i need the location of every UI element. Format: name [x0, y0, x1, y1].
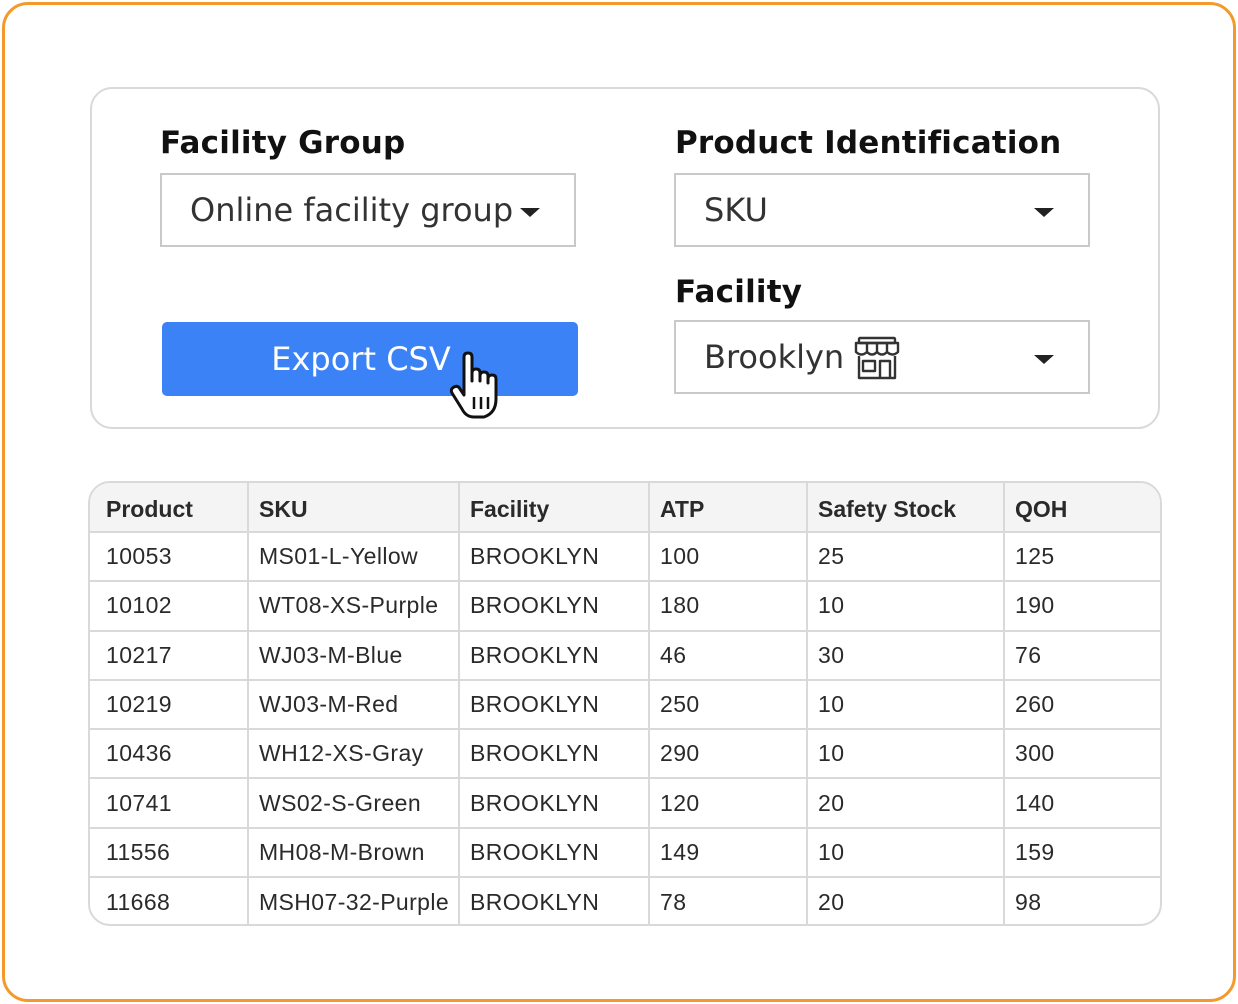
column-header-safety-stock[interactable]: Safety Stock	[807, 483, 1005, 533]
cell-facility: BROOKLYN	[459, 778, 650, 829]
table-row: 10102 WT08-XS-Purple BROOKLYN 180 10 190	[90, 581, 1160, 632]
cell-product: 10436	[90, 729, 249, 780]
chevron-down-icon	[1034, 355, 1054, 364]
table-row: 10741 WS02-S-Green BROOKLYN 120 20 140	[90, 778, 1160, 829]
cell-qoh: 190	[1004, 581, 1160, 632]
cell-safety-stock: 25	[807, 532, 1005, 583]
cell-safety-stock: 20	[807, 877, 1005, 924]
table-row: 11668 MSH07-32-Purple BROOKLYN 78 20 98	[90, 877, 1160, 924]
chevron-down-icon	[520, 208, 540, 217]
cell-atp: 78	[649, 877, 808, 924]
cell-product: 11668	[90, 877, 249, 924]
table-header-row: Product SKU Facility ATP Safety Stock QO…	[90, 483, 1160, 533]
cell-facility: BROOKLYN	[459, 729, 650, 780]
facility-label: Facility	[675, 274, 803, 310]
cell-safety-stock: 30	[807, 630, 1005, 681]
cell-sku: WH12-XS-Gray	[248, 729, 460, 780]
cell-qoh: 76	[1004, 630, 1160, 681]
cell-facility: BROOKLYN	[459, 532, 650, 583]
table-row: 10217 WJ03-M-Blue BROOKLYN 46 30 76	[90, 630, 1160, 681]
cell-atp: 100	[649, 532, 808, 583]
cell-product: 10219	[90, 679, 249, 731]
cell-sku: MS01-L-Yellow	[248, 532, 460, 583]
cell-product: 10741	[90, 778, 249, 829]
column-header-qoh[interactable]: QOH	[1004, 483, 1160, 533]
table-row: 11556 MH08-M-Brown BROOKLYN 149 10 159	[90, 827, 1160, 879]
cell-product: 10053	[90, 532, 249, 583]
export-csv-label: Export CSV	[271, 340, 451, 378]
cell-sku: MSH07-32-Purple	[248, 877, 460, 924]
product-identification-value: SKU	[704, 191, 768, 229]
facility-group-label: Facility Group	[160, 125, 406, 161]
table-row: 10219 WJ03-M-Red BROOKLYN 250 10 260	[90, 679, 1160, 731]
cell-sku: WT08-XS-Purple	[248, 581, 460, 632]
cell-atp: 290	[649, 729, 808, 780]
cell-atp: 120	[649, 778, 808, 829]
cell-qoh: 300	[1004, 729, 1160, 780]
cell-atp: 149	[649, 827, 808, 879]
cell-sku: WJ03-M-Red	[248, 679, 460, 731]
cell-product: 10217	[90, 630, 249, 681]
cell-atp: 46	[649, 630, 808, 681]
inventory-table-card: Product SKU Facility ATP Safety Stock QO…	[88, 481, 1162, 926]
cell-safety-stock: 20	[807, 778, 1005, 829]
cell-sku: WS02-S-Green	[248, 778, 460, 829]
cell-facility: BROOKLYN	[459, 679, 650, 731]
cell-qoh: 159	[1004, 827, 1160, 879]
store-icon	[854, 336, 900, 380]
cell-facility: BROOKLYN	[459, 581, 650, 632]
cell-qoh: 140	[1004, 778, 1160, 829]
cell-atp: 180	[649, 581, 808, 632]
cell-qoh: 125	[1004, 532, 1160, 583]
table-row: 10053 MS01-L-Yellow BROOKLYN 100 25 125	[90, 532, 1160, 583]
facility-select[interactable]: Brooklyn	[674, 320, 1090, 394]
cell-qoh: 98	[1015, 888, 1042, 915]
facility-group-value: Online facility group	[190, 191, 514, 229]
column-header-facility[interactable]: Facility	[459, 483, 650, 533]
cell-atp: 250	[649, 679, 808, 731]
cell-qoh: 260	[1004, 679, 1160, 731]
cell-safety-stock: 10	[807, 729, 1005, 780]
column-header-sku[interactable]: SKU	[248, 483, 460, 533]
facility-group-select[interactable]: Online facility group	[160, 173, 576, 247]
cell-facility: BROOKLYN	[459, 827, 650, 879]
cell-safety-stock: 10	[807, 679, 1005, 731]
cell-facility: BROOKLYN	[459, 630, 650, 681]
inventory-table: Product SKU Facility ATP Safety Stock QO…	[90, 483, 1160, 924]
product-identification-select[interactable]: SKU	[674, 173, 1090, 247]
cell-sku: WJ03-M-Blue	[248, 630, 460, 681]
column-header-atp[interactable]: ATP	[649, 483, 808, 533]
product-identification-label: Product Identification	[675, 125, 1062, 161]
facility-value: Brooklyn	[704, 338, 845, 376]
hand-pointer-icon	[449, 351, 498, 419]
chevron-down-icon	[1034, 208, 1054, 217]
cell-product: 10102	[90, 581, 249, 632]
cell-sku: MH08-M-Brown	[248, 827, 460, 879]
cell-product: 11556	[90, 827, 249, 879]
export-csv-button[interactable]: Export CSV	[162, 322, 578, 396]
cell-safety-stock: 10	[807, 827, 1005, 879]
cell-facility: BROOKLYN	[459, 877, 650, 924]
table-row: 10436 WH12-XS-Gray BROOKLYN 290 10 300	[90, 729, 1160, 780]
filter-panel: Facility Group Online facility group Pro…	[90, 87, 1160, 429]
cell-safety-stock: 10	[807, 581, 1005, 632]
column-header-product[interactable]: Product	[90, 483, 249, 533]
